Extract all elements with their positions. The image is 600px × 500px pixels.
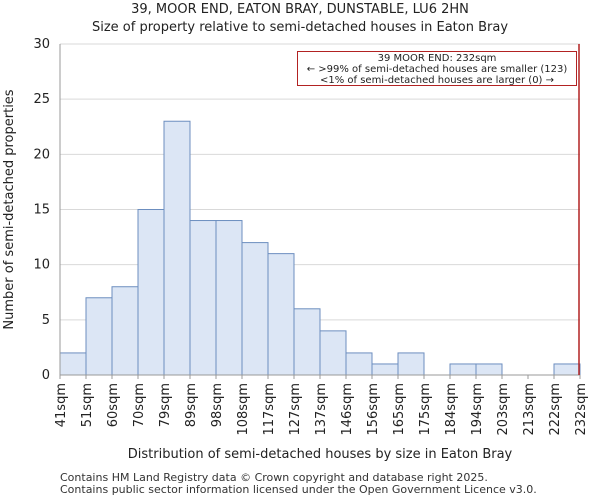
y-tick-label: 25 [33,92,50,107]
x-tick-label: 41sqm [54,383,69,427]
x-axis-label: Distribution of semi-detached houses by … [128,447,513,462]
bar [189,220,217,376]
annotation-line-2: ← >99% of semi-detached houses are small… [306,64,568,75]
x-tick-label: 165sqm [392,383,407,436]
x-tick-label: 184sqm [444,383,459,436]
x-tick-label: 108sqm [236,383,251,436]
bar [59,352,87,376]
annotation-line-1: 39 MOOR END: 232sqm [377,53,497,64]
annotation-box: 39 MOOR END: 232sqm ← >99% of semi-detac… [297,51,577,86]
bar [215,220,243,376]
footer-line-2: Contains public sector information licen… [60,483,537,496]
x-tick-label: 146sqm [340,383,355,436]
y-tick-label: 20 [33,147,50,162]
y-tick-label: 0 [42,368,50,383]
chart-title: 39, MOOR END, EATON BRAY, DUNSTABLE, LU6… [131,2,469,17]
x-tick-label: 98sqm [210,383,225,427]
bar [137,209,165,376]
bar [345,352,373,376]
x-tick-label: 222sqm [548,383,563,436]
chart-subtitle: Size of property relative to semi-detach… [91,20,509,35]
bar [449,363,477,376]
x-tick-label: 213sqm [522,383,537,436]
x-tick-label: 89sqm [184,383,199,427]
bar [371,363,399,376]
bar [241,242,269,376]
x-tick-label: 194sqm [470,383,485,436]
x-tick-label: 175sqm [418,383,433,436]
bar [319,330,347,376]
bar [163,120,191,376]
annotation-line-3: <1% of semi-detached houses are larger (… [319,75,555,86]
x-tick-label: 232sqm [574,383,589,436]
x-tick-label: 137sqm [314,383,329,436]
bar [111,286,139,376]
y-tick-label: 5 [42,313,50,328]
bar [397,352,425,376]
y-axis-label: Number of semi-detached properties [2,89,17,329]
bar [85,297,113,376]
x-tick-label: 60sqm [106,383,121,427]
bar [475,363,503,376]
bar [293,308,321,376]
x-tick-label: 117sqm [262,383,277,436]
x-tick-label: 51sqm [80,383,95,427]
bar [267,253,295,376]
y-tick-label: 30 [33,37,50,52]
x-tick-label: 127sqm [288,383,303,436]
y-tick-label: 15 [33,203,50,218]
x-tick-label: 156sqm [366,383,381,436]
x-tick-label: 79sqm [158,383,173,427]
y-tick-label: 10 [33,258,50,273]
bar [553,363,581,376]
x-tick-label: 70sqm [132,383,147,427]
x-tick-label: 203sqm [496,383,511,436]
footer-line-1: Contains HM Land Registry data © Crown c… [60,471,488,484]
